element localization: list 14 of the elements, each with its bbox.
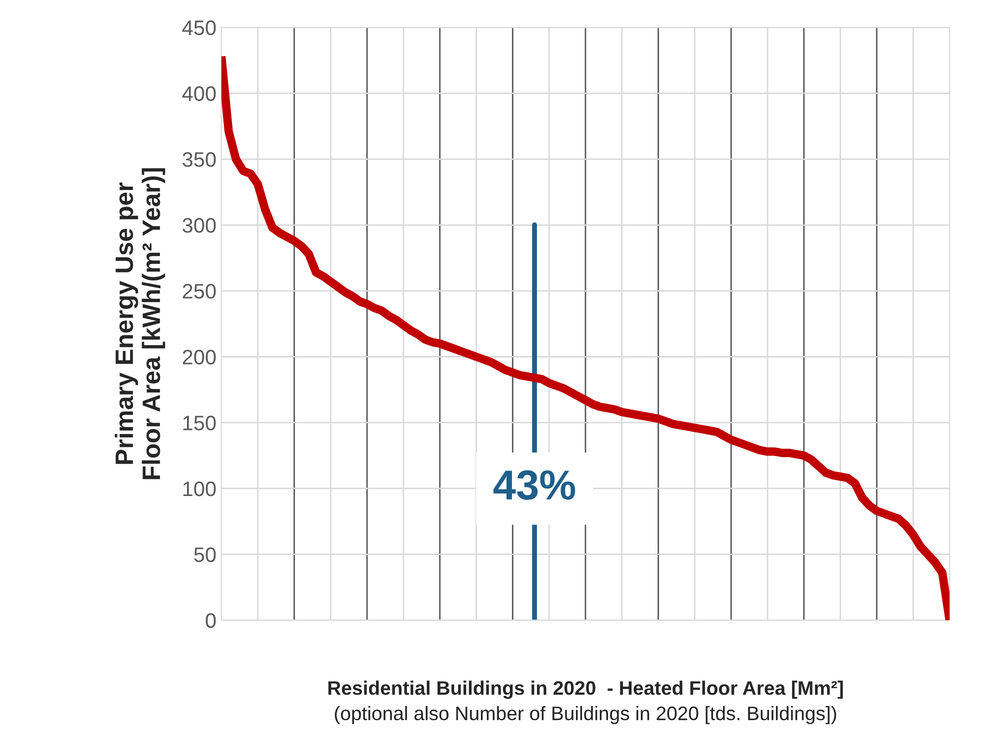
y-tick-label: 400: [182, 86, 216, 102]
annotation: 43%: [493, 470, 576, 500]
x-axis-title: Residential Buildings in 2020 - Heated Floor Area [Mm²]: [328, 680, 843, 699]
y-tick-label: 350: [182, 152, 216, 167]
y-tick-label: 450: [182, 20, 216, 36]
y-tick-label: 50: [194, 547, 216, 562]
y-tick-label: 200: [182, 350, 216, 365]
y-tick-label: 100: [183, 481, 216, 496]
y-tick-label: 250: [182, 284, 216, 299]
text: (optional also Number of Buildings in 2020 [tds. Buildings]): [334, 706, 836, 724]
y-axis-title: Primary Energy Use per Floor Area [kWh/(m² Year)]: [114, 168, 166, 480]
y-tick-label: 150: [183, 416, 216, 430]
y-tick-label: 0: [206, 613, 216, 628]
y-tick-label: 300: [182, 218, 216, 233]
